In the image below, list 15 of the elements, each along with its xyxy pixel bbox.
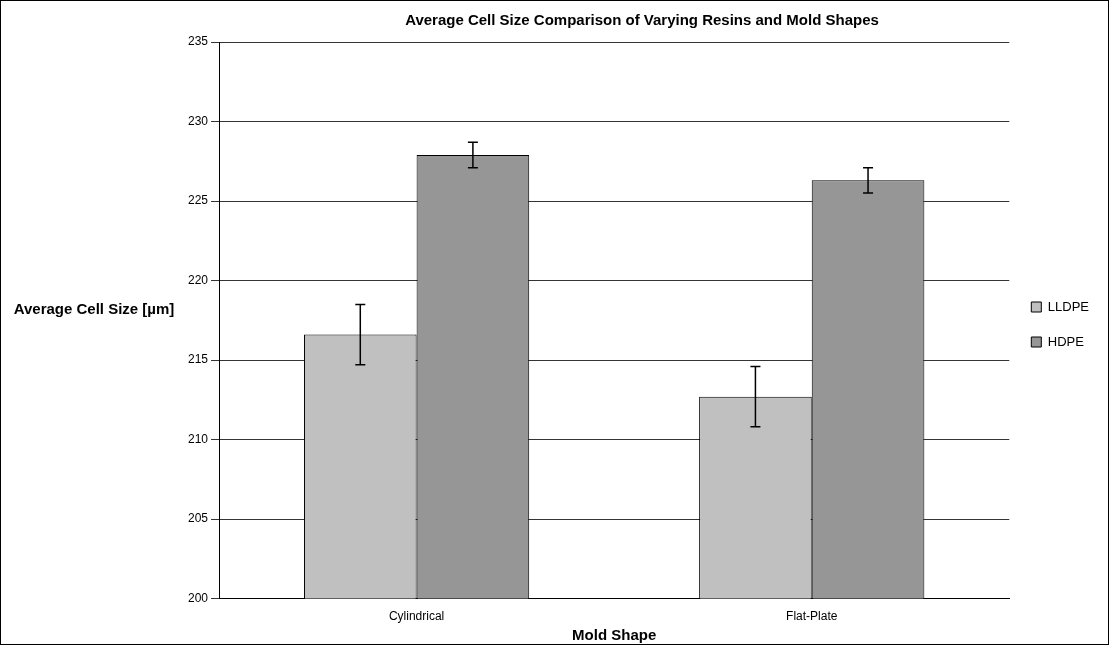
legend-label: HDPE bbox=[1047, 333, 1085, 349]
y-tick-label: 215 bbox=[187, 352, 209, 367]
y-tick-label: 210 bbox=[187, 431, 209, 446]
x-axis-title: Mold Shape bbox=[572, 626, 657, 644]
x-tick-label: Flat-Plate bbox=[786, 609, 838, 624]
x-tick-label: Cylindrical bbox=[388, 609, 445, 624]
y-tick-label: 205 bbox=[187, 511, 209, 526]
y-tick-label: 220 bbox=[187, 272, 209, 287]
y-tick-label: 200 bbox=[187, 590, 209, 605]
y-tick-label: 235 bbox=[187, 34, 209, 49]
y-tick-label: 225 bbox=[187, 193, 209, 208]
chart-title: Average Cell Size Comparison of Varying Resins and Mold Shapes bbox=[405, 11, 879, 29]
y-tick-label: 230 bbox=[187, 113, 209, 128]
y-axis-title: Average Cell Size [µm] bbox=[12, 300, 176, 317]
legend-label: LLDPE bbox=[1047, 298, 1090, 314]
